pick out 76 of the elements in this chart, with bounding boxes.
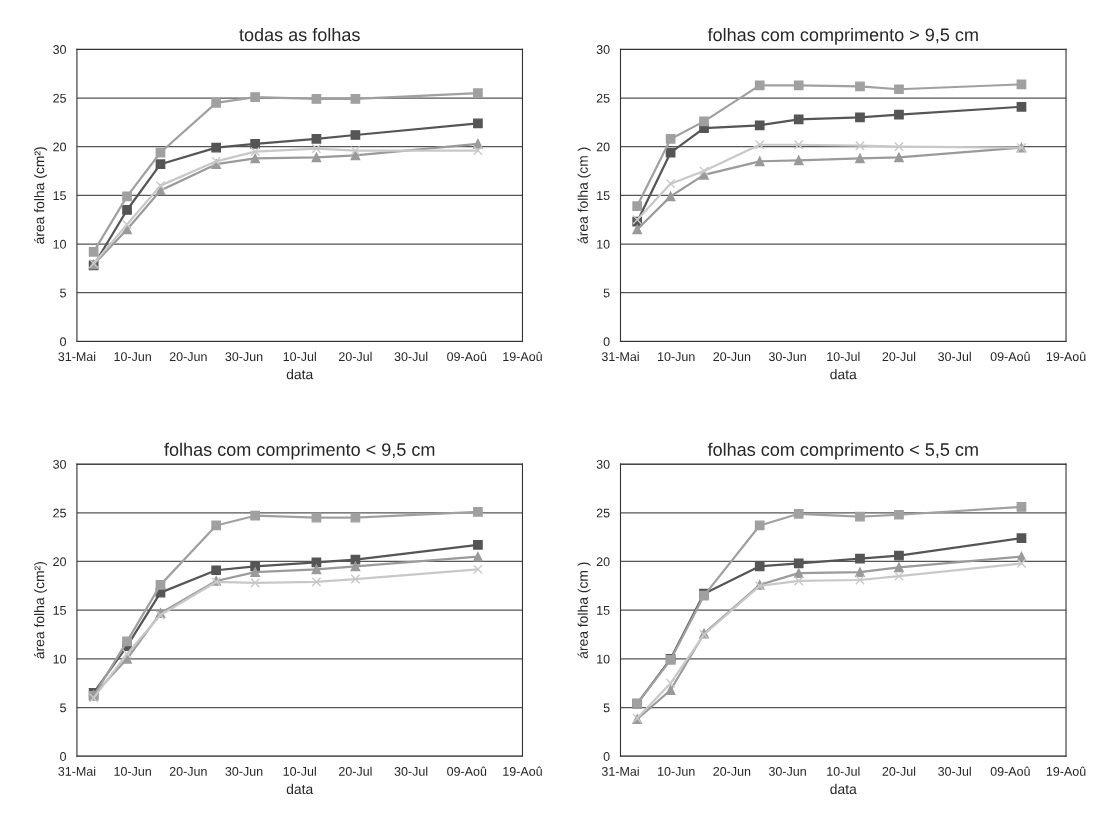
x-tick-label: 31-Mai xyxy=(58,351,96,362)
chart-title: todas as folhas xyxy=(239,27,360,42)
y-tick-label: 30 xyxy=(596,459,610,469)
x-tick-label: 10-Jul xyxy=(283,351,316,362)
x-tick-label: 10-Jun xyxy=(114,766,151,776)
y-axis-title: área folha (cm²) xyxy=(33,147,48,244)
chart-title: folhas com comprimento < 5,5 cm xyxy=(707,442,978,460)
y-tick-label: 5 xyxy=(60,703,66,713)
x-tick-label: 20-Jun xyxy=(713,766,751,776)
x-tick-label: 31-Mai xyxy=(601,766,639,776)
y-tick-label: 25 xyxy=(596,93,610,103)
x-tick-label: 30-Jun xyxy=(225,352,263,362)
y-tick-label: 15 xyxy=(53,606,66,615)
x-tick-label: 30-Jul xyxy=(938,351,971,362)
y-tick-label: 15 xyxy=(597,191,610,201)
x-axis-title: data xyxy=(830,369,857,380)
y-tick-label: 5 xyxy=(60,288,66,298)
x-tick-label: 10-Jun xyxy=(658,766,695,776)
y-tick-label: 5 xyxy=(603,288,610,298)
y-tick-label: 20 xyxy=(596,557,610,567)
x-tick-label: 20-Jul xyxy=(882,351,916,362)
x-tick-label: 30-Jul xyxy=(394,766,428,776)
x-tick-label: 10-Jul xyxy=(283,766,316,776)
y-tick-label: 20 xyxy=(53,142,67,152)
x-tick-label: 31-Mai xyxy=(601,351,639,362)
x-tick-label: 10-Jul xyxy=(827,766,860,776)
x-tick-label: 09-Aoû xyxy=(990,766,1030,776)
x-axis-title: data xyxy=(830,783,857,795)
x-tick-label: 20-Jun xyxy=(713,352,751,362)
x-tick-label: 30-Jul xyxy=(938,766,971,776)
y-tick-label: 0 xyxy=(603,752,610,761)
chart-title: folhas com comprimento > 9,5 cm xyxy=(707,27,978,45)
x-tick-label: 20-Jul xyxy=(882,766,916,776)
x-tick-label: 30-Jun xyxy=(225,766,263,776)
y-tick-label: 5 xyxy=(603,703,610,713)
x-tick-label: 20-Jun xyxy=(169,352,207,362)
x-tick-label: 20-Jul xyxy=(339,766,372,776)
y-tick-label: 30 xyxy=(53,45,67,54)
x-tick-label: 30-Jun xyxy=(768,766,806,776)
x-tick-label: 09-Aoû xyxy=(447,766,487,776)
x-tick-label: 10-Jun xyxy=(114,352,151,362)
y-tick-label: 25 xyxy=(53,508,66,518)
y-tick-label: 30 xyxy=(53,459,67,469)
y-tick-label: 30 xyxy=(596,45,610,54)
x-tick-label: 09-Aoû xyxy=(990,351,1030,362)
x-tick-label: 20-Jun xyxy=(169,766,207,776)
x-tick-label: 10-Jun xyxy=(658,352,695,362)
y-tick-label: 10 xyxy=(597,654,610,664)
y-tick-label: 25 xyxy=(53,93,66,103)
y-tick-label: 20 xyxy=(596,142,610,152)
y-tick-label: 0 xyxy=(60,752,67,761)
x-tick-label: 20-Jul xyxy=(339,351,372,362)
x-tick-label: 19-Aoû xyxy=(503,351,542,362)
y-tick-label: 10 xyxy=(597,239,610,249)
y-tick-label: 0 xyxy=(60,337,67,347)
y-tick-label: 0 xyxy=(603,337,610,347)
y-tick-label: 20 xyxy=(53,557,67,567)
y-tick-label: 10 xyxy=(53,654,67,664)
y-tick-label: 25 xyxy=(596,508,610,518)
x-tick-label: 19-Aoû xyxy=(503,766,542,776)
x-axis-title: data xyxy=(286,783,314,795)
x-tick-label: 30-Jun xyxy=(768,352,806,362)
x-tick-label: 31-Mai xyxy=(58,766,96,776)
x-tick-label: 30-Jul xyxy=(394,351,428,362)
y-tick-label: 10 xyxy=(53,239,67,249)
x-axis-title: data xyxy=(286,369,314,380)
y-axis-title: área folha (cm ) xyxy=(577,562,591,659)
y-tick-label: 15 xyxy=(53,191,66,201)
y-tick-label: 15 xyxy=(597,606,610,615)
x-tick-label: 19-Aoû xyxy=(1046,351,1086,362)
y-axis-title: área folha (cm ) xyxy=(577,147,591,244)
x-tick-label: 09-Aoû xyxy=(447,351,487,362)
y-axis-title: área folha (cm²) xyxy=(33,562,48,659)
x-tick-label: 19-Aoû xyxy=(1046,766,1086,776)
x-tick-label: 10-Jul xyxy=(827,351,860,362)
chart-title: folhas com comprimento < 9,5 cm xyxy=(164,442,435,460)
